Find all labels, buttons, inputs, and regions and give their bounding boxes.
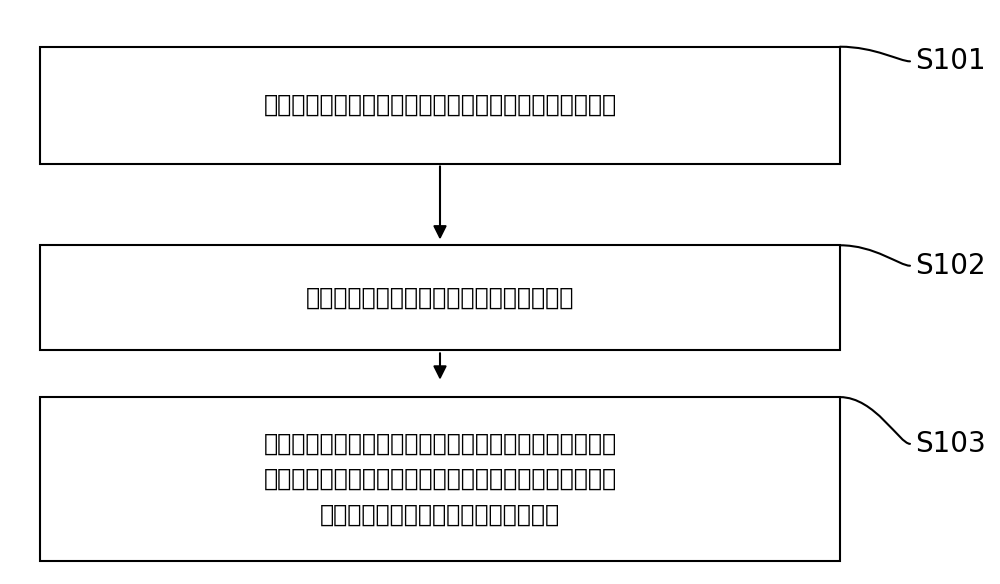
Bar xyxy=(40,245,840,350)
Text: 根据道路影像的当前帧，得到第一目标距离: 根据道路影像的当前帧，得到第一目标距离 xyxy=(306,286,574,310)
Text: 实时获取可移动终端设备在道路中行驶时拍摄的道路影像: 实时获取可移动终端设备在道路中行驶时拍摄的道路影像 xyxy=(263,93,617,117)
Text: S102: S102 xyxy=(915,252,986,280)
Text: S101: S101 xyxy=(915,47,986,75)
Text: S103: S103 xyxy=(915,430,986,458)
Bar xyxy=(40,47,840,164)
Bar xyxy=(40,397,840,561)
Text: 根据当前帧中目标物体的图像数据，预先存储的参考帧数
据和预先获取的加权融合系数，对第一目标距离进行加权
融合，得到加权融合后的第二目标距离: 根据当前帧中目标物体的图像数据，预先存储的参考帧数 据和预先获取的加权融合系数，… xyxy=(263,432,617,526)
